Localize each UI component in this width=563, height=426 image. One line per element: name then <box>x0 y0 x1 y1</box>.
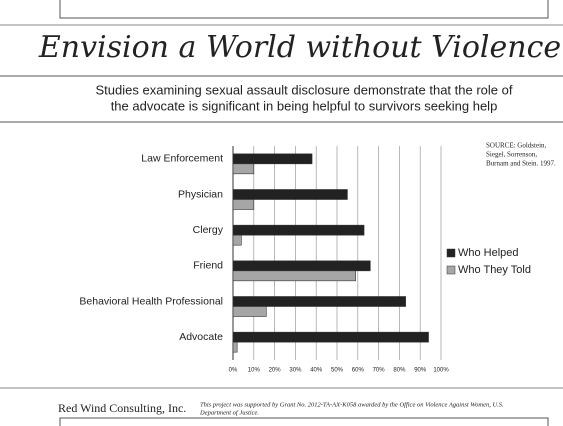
y-tick-label: Advocate <box>179 331 223 343</box>
bar <box>232 260 371 272</box>
legend-swatch <box>446 265 456 275</box>
top-frame <box>59 0 549 19</box>
y-tick-label: Physician <box>178 188 223 200</box>
x-tick-label: 0% <box>229 368 238 374</box>
x-tick-label: 50% <box>331 368 344 374</box>
bar <box>232 270 357 282</box>
x-tick-label: 10% <box>248 368 261 374</box>
bottom-frame <box>59 417 549 426</box>
x-tick-label: 40% <box>310 368 323 374</box>
bar <box>232 331 429 343</box>
x-tick-label: 70% <box>373 368 386 374</box>
y-tick-label: Law Enforcement <box>141 153 223 165</box>
y-tick-label: Behavioral Health Professional <box>79 295 223 307</box>
footer: This project was supported by Grant No. … <box>200 401 504 408</box>
legend-swatch <box>446 248 456 258</box>
bar <box>232 189 348 200</box>
x-tick-label: 30% <box>289 368 302 374</box>
source: Siegel, Sorrenson, <box>486 151 537 159</box>
x-tick-label: 80% <box>393 368 406 374</box>
source: SOURCE: Goldstein, <box>486 142 547 150</box>
y-tick-label: Friend <box>193 260 223 272</box>
x-tick-label: 60% <box>352 368 365 374</box>
footer: Department of Justice. <box>199 409 259 416</box>
bar <box>232 306 267 317</box>
subtitle-line: Studies examining sexual assault disclos… <box>96 82 513 97</box>
legend-label: Who Helped <box>458 247 519 259</box>
bar <box>232 163 255 175</box>
y-tick-label: Clergy <box>193 224 224 236</box>
bar <box>232 153 313 165</box>
bar <box>232 296 406 307</box>
bar <box>232 199 255 210</box>
logo: Red Wind Consulting, Inc. <box>58 401 186 415</box>
title: Envision a World without Violence <box>38 30 561 65</box>
source: Burnam and Stein. 1997. <box>486 160 556 168</box>
legend-label: Who They Told <box>458 264 531 276</box>
bar <box>232 341 238 353</box>
bar <box>232 234 242 246</box>
subtitle-line: the advocate is significant in being hel… <box>111 98 498 113</box>
x-tick-label: 20% <box>269 368 282 374</box>
x-tick-label: 90% <box>414 368 427 374</box>
x-tick-label: 100% <box>433 368 449 374</box>
bar <box>232 224 365 236</box>
